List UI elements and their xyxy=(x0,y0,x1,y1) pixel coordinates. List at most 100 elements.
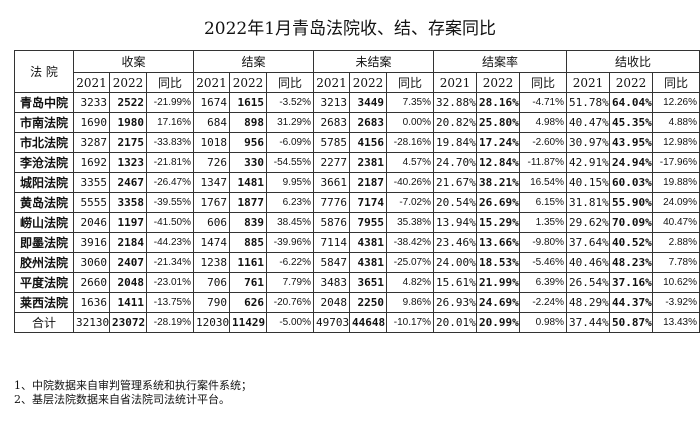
value-cell: 3233 xyxy=(73,92,110,113)
yoy-cell: 1.35% xyxy=(519,212,567,233)
court-name-cell: 青岛中院 xyxy=(14,92,74,113)
value-cell: 1767 xyxy=(193,192,230,213)
value-cell: 12030 xyxy=(193,312,230,333)
group-header: 结案 xyxy=(193,50,314,73)
value-cell: 38.21% xyxy=(476,172,520,193)
value-cell: 4156 xyxy=(349,132,387,153)
yoy-cell: -54.55% xyxy=(266,152,314,173)
yoy-cell: -21.81% xyxy=(146,152,194,173)
value-cell: 2250 xyxy=(349,292,387,313)
yoy-cell: 19.88% xyxy=(652,172,700,193)
value-cell: 23072 xyxy=(109,312,147,333)
value-cell: 18.53% xyxy=(476,252,520,273)
yoy-cell: -21.99% xyxy=(146,92,194,113)
value-cell: 11429 xyxy=(229,312,267,333)
yoy-cell: 24.09% xyxy=(652,192,700,213)
yoy-cell: 6.39% xyxy=(519,272,567,293)
value-cell: 31.81% xyxy=(566,192,610,213)
footnote: 2、基层法院数据来自省法院司法统计平台。 xyxy=(14,393,230,406)
value-cell: 2184 xyxy=(109,232,147,253)
value-cell: 5555 xyxy=(73,192,110,213)
value-cell: 7776 xyxy=(313,192,350,213)
group-header: 结收比 xyxy=(566,50,700,73)
yoy-cell: 4.57% xyxy=(386,152,434,173)
value-cell: 43.95% xyxy=(609,132,653,153)
subheader-cell: 同比 xyxy=(266,72,314,93)
yoy-cell: 9.86% xyxy=(386,292,434,313)
value-cell: 40.46% xyxy=(566,252,610,273)
value-cell: 3661 xyxy=(313,172,350,193)
value-cell: 45.35% xyxy=(609,112,653,133)
value-cell: 2407 xyxy=(109,252,147,273)
value-cell: 3287 xyxy=(73,132,110,153)
value-cell: 50.87% xyxy=(609,312,653,333)
table-row: 城阳法院 3355 2467 -26.47% 1347 1481 9.95% 3661 2187… xyxy=(14,172,700,193)
court-stats-table: 法 院 收案 结案 未结案 结案率 结收比 2021 2022 同比 2021 2022… xyxy=(14,50,700,333)
group-header: 结案率 xyxy=(433,50,567,73)
value-cell: 20.82% xyxy=(433,112,477,133)
subheader-cell: 2021 xyxy=(433,72,477,93)
value-cell: 60.03% xyxy=(609,172,653,193)
value-cell: 790 xyxy=(193,292,230,313)
yoy-cell: 17.16% xyxy=(146,112,194,133)
value-cell: 20.01% xyxy=(433,312,477,333)
value-cell: 32.88% xyxy=(433,92,477,113)
value-cell: 30.97% xyxy=(566,132,610,153)
footnote: 1、中院数据来自审判管理系统和执行案件系统； xyxy=(14,379,252,392)
yoy-cell: -38.42% xyxy=(386,232,434,253)
court-column-header: 法 院 xyxy=(14,50,74,93)
court-name-cell: 合计 xyxy=(14,312,74,333)
yoy-cell: -6.09% xyxy=(266,132,314,153)
value-cell: 32130 xyxy=(73,312,110,333)
court-name-cell: 黄岛法院 xyxy=(14,192,74,213)
value-cell: 5876 xyxy=(313,212,350,233)
value-cell: 2277 xyxy=(313,152,350,173)
value-cell: 1481 xyxy=(229,172,267,193)
value-cell: 48.23% xyxy=(609,252,653,273)
value-cell: 42.91% xyxy=(566,152,610,173)
table-row: 即墨法院 3916 2184 -44.23% 1474 885 -39.96% 7114 438… xyxy=(14,232,700,253)
value-cell: 2522 xyxy=(109,92,147,113)
value-cell: 885 xyxy=(229,232,267,253)
subheader-cell: 2021 xyxy=(73,72,110,93)
yoy-cell: -6.22% xyxy=(266,252,314,273)
yoy-cell: -3.92% xyxy=(652,292,700,313)
table-row: 市北法院 3287 2175 -33.83% 1018 956 -6.09% 5785 4156… xyxy=(14,132,700,153)
table-row: 崂山法院 2046 1197 -41.50% 606 839 38.45% 5876 7955 3… xyxy=(14,212,700,233)
value-cell: 24.70% xyxy=(433,152,477,173)
yoy-cell: -39.96% xyxy=(266,232,314,253)
value-cell: 761 xyxy=(229,272,267,293)
yoy-cell: 31.29% xyxy=(266,112,314,133)
value-cell: 51.78% xyxy=(566,92,610,113)
subheader-cell: 同比 xyxy=(146,72,194,93)
value-cell: 2048 xyxy=(109,272,147,293)
value-cell: 70.09% xyxy=(609,212,653,233)
table-row: 市南法院 1690 1980 17.16% 684 898 31.29% 2683 2683 0.… xyxy=(14,112,700,133)
yoy-cell: 7.35% xyxy=(386,92,434,113)
value-cell: 48.29% xyxy=(566,292,610,313)
subheader-cell: 同比 xyxy=(386,72,434,93)
value-cell: 40.15% xyxy=(566,172,610,193)
subheader-cell: 2022 xyxy=(229,72,267,93)
subheader-cell: 同比 xyxy=(652,72,700,93)
value-cell: 7955 xyxy=(349,212,387,233)
yoy-cell: 7.79% xyxy=(266,272,314,293)
value-cell: 4381 xyxy=(349,232,387,253)
value-cell: 1161 xyxy=(229,252,267,273)
table-row: 莱西法院 1636 1411 -13.75% 790 626 -20.76% 2048 2250… xyxy=(14,292,700,313)
value-cell: 726 xyxy=(193,152,230,173)
yoy-cell: 35.38% xyxy=(386,212,434,233)
yoy-cell: -2.24% xyxy=(519,292,567,313)
court-name-cell: 胶州法院 xyxy=(14,252,74,273)
value-cell: 3355 xyxy=(73,172,110,193)
table-row: 李沧法院 1692 1323 -21.81% 726 330 -54.55% 2277 2381… xyxy=(14,152,700,173)
yoy-cell: -21.34% xyxy=(146,252,194,273)
yoy-cell: 12.98% xyxy=(652,132,700,153)
value-cell: 13.66% xyxy=(476,232,520,253)
value-cell: 21.67% xyxy=(433,172,477,193)
yoy-cell: -17.96% xyxy=(652,152,700,173)
value-cell: 49703 xyxy=(313,312,350,333)
yoy-cell: -40.26% xyxy=(386,172,434,193)
value-cell: 1690 xyxy=(73,112,110,133)
yoy-cell: 10.62% xyxy=(652,272,700,293)
